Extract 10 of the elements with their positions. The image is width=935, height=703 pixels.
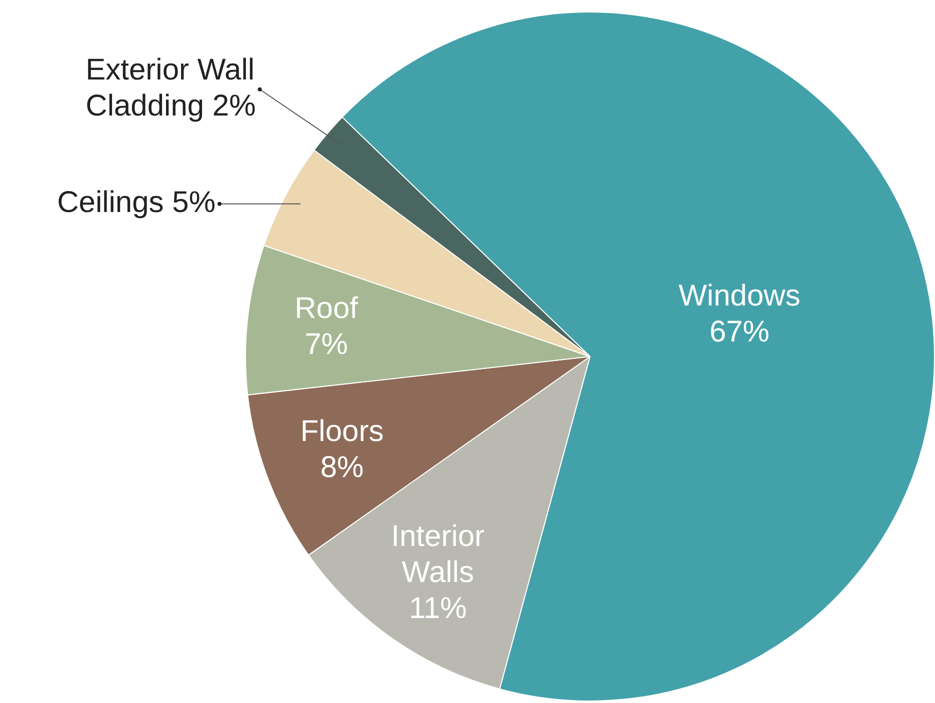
slice-label: Interior Walls xyxy=(391,520,485,590)
slice-label: Exterior Wall Cladding 2% xyxy=(86,54,256,123)
slice-label: Roof xyxy=(294,292,359,326)
data-label: 11% xyxy=(408,592,467,626)
slice-label: Windows xyxy=(678,280,800,313)
data-label: 67% xyxy=(709,316,770,349)
slice-label: Floors xyxy=(300,414,384,448)
data-label: 8% xyxy=(320,450,364,484)
data-label: 7% xyxy=(304,328,348,362)
slice-label: Ceilings 5% xyxy=(57,186,216,220)
